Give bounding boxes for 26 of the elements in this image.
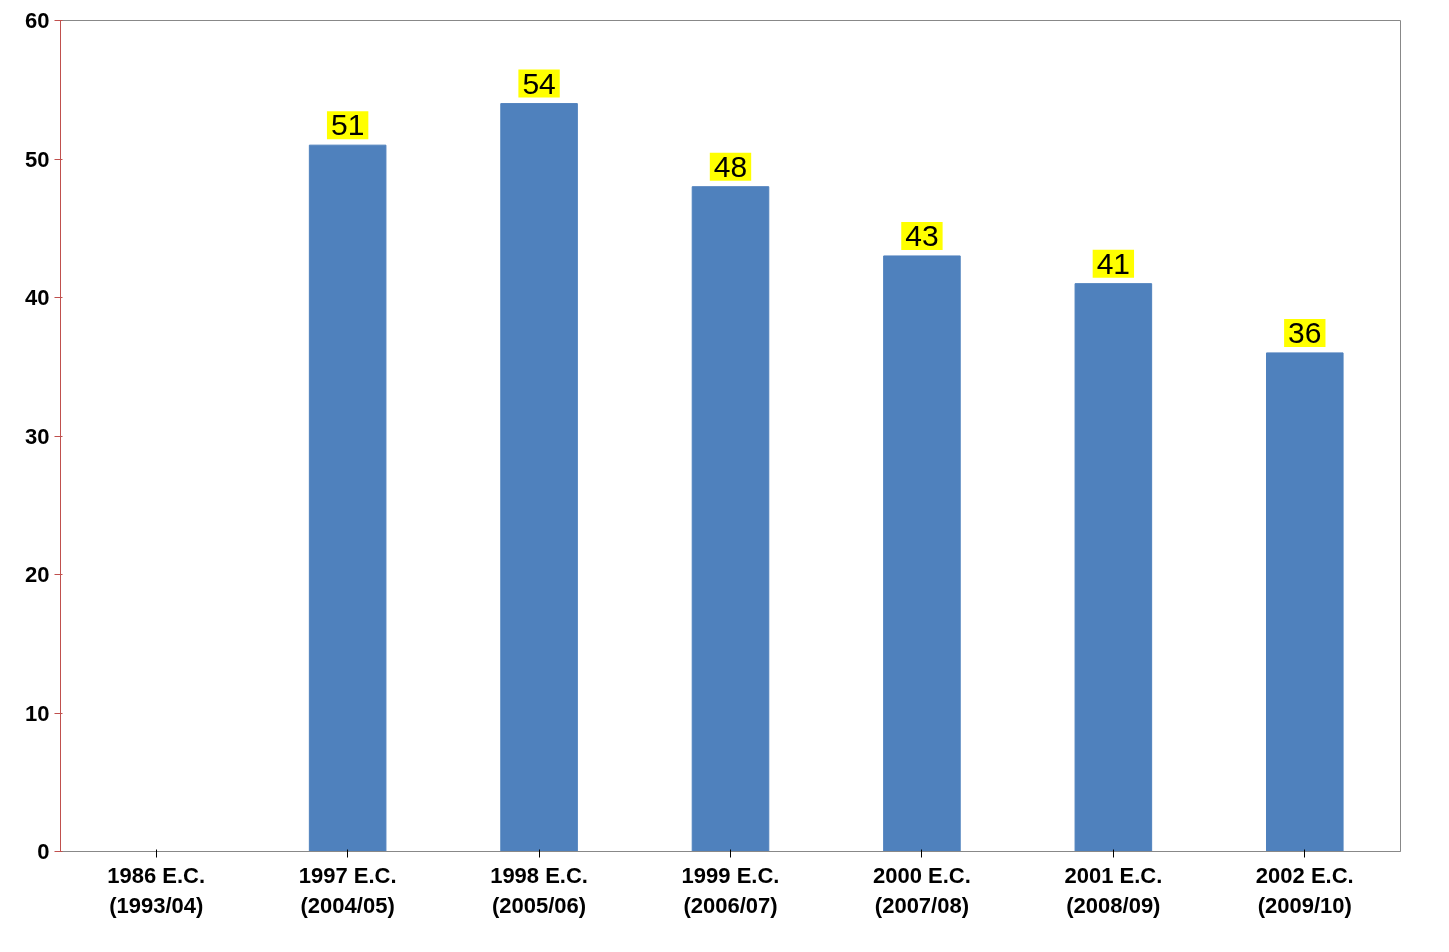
- x-tick-label: 2000 E.C. (2007/08): [873, 862, 971, 918]
- y-tick-label: 10: [25, 700, 50, 726]
- y-tick-label: 40: [25, 285, 50, 310]
- data-label: 36: [1288, 315, 1322, 349]
- x-tick-label: 2001 E.C. (2008/09): [1064, 862, 1163, 918]
- bar: [1074, 283, 1153, 852]
- x-tick-label: 1986 E.C. (1993/04): [107, 862, 206, 918]
- y-tick-label: 60: [25, 8, 50, 33]
- data-label: 43: [905, 218, 939, 252]
- data-label: 51: [330, 108, 365, 142]
- x-tick-label: 1998 E.C. (2005/06): [490, 862, 588, 918]
- bar: [691, 186, 770, 852]
- x-tick-label: 1997 E.C. (2004/05): [298, 862, 397, 918]
- y-tick-label: 0: [37, 839, 50, 864]
- bar: [500, 103, 578, 852]
- data-label: 48: [713, 149, 748, 183]
- y-tick-label: 30: [25, 423, 50, 449]
- x-tick-label: 2002 E.C. (2009/10): [1255, 862, 1354, 918]
- data-label: 54: [522, 66, 556, 100]
- data-label: 41: [1096, 246, 1131, 280]
- bar: [308, 144, 387, 852]
- y-tick-label: 20: [25, 562, 50, 587]
- x-tick-label: 1999 E.C. (2006/07): [681, 862, 780, 918]
- bar: [883, 255, 961, 852]
- y-tick-label: 50: [25, 146, 50, 172]
- bar: [1266, 352, 1344, 852]
